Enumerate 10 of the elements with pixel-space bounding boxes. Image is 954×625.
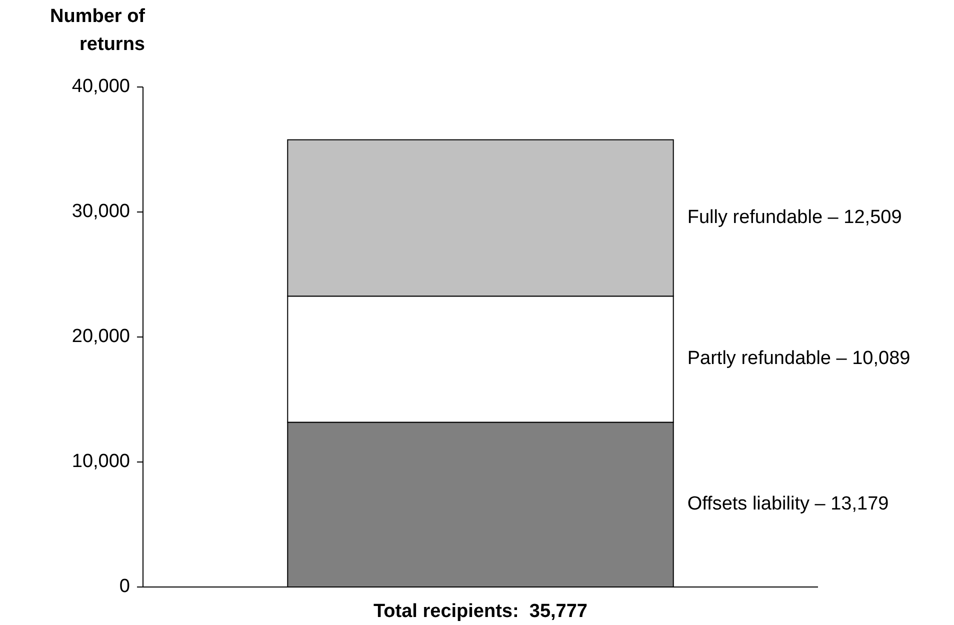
series-label: Fully refundable – 12,509	[687, 206, 902, 228]
y-tick-label: 0	[119, 576, 130, 598]
y-axis-title: Number of returns	[50, 6, 146, 55]
y-tick-label: 40,000	[72, 76, 130, 98]
y-tick-label: 10,000	[72, 451, 130, 472]
series-label: Partly refundable – 10,089	[687, 348, 910, 370]
series-label: Offsets liability – 13,179	[687, 494, 889, 515]
y-tick-label: 20,000	[72, 326, 130, 348]
x-tick-label: Total recipients: 35,777	[373, 601, 588, 622]
y-tick-label: 30,000	[72, 201, 130, 222]
